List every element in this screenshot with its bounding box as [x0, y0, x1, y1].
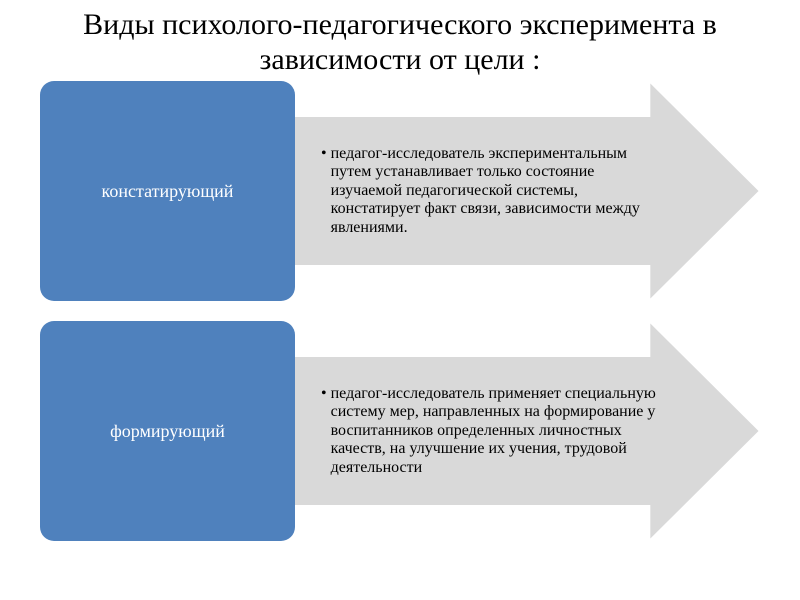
- type-label: констатирующий: [102, 181, 234, 202]
- type-label: формирующий: [110, 421, 225, 442]
- diagram-rows: констатирующий • педагог-исследователь э…: [0, 77, 800, 541]
- slide-title: Виды психолого-педагогического экспериме…: [0, 0, 800, 77]
- bullet-icon: •: [321, 385, 327, 403]
- bullet-icon: •: [321, 145, 327, 163]
- type-description: • педагог-исследователь экспериментальны…: [277, 145, 760, 237]
- diagram-row: констатирующий • педагог-исследователь э…: [40, 81, 760, 301]
- type-description: • педагог-исследователь применяет специа…: [277, 385, 760, 477]
- type-label-box: констатирующий: [40, 81, 295, 301]
- diagram-row: формирующий • педагог-исследователь прим…: [40, 321, 760, 541]
- arrow-block: • педагог-исследователь применяет специа…: [277, 321, 760, 541]
- arrow-block: • педагог-исследователь экспериментальны…: [277, 81, 760, 301]
- type-label-box: формирующий: [40, 321, 295, 541]
- desc-text: педагог-исследователь экспериментальным …: [331, 145, 660, 237]
- desc-text: педагог-исследователь применяет специаль…: [331, 385, 660, 477]
